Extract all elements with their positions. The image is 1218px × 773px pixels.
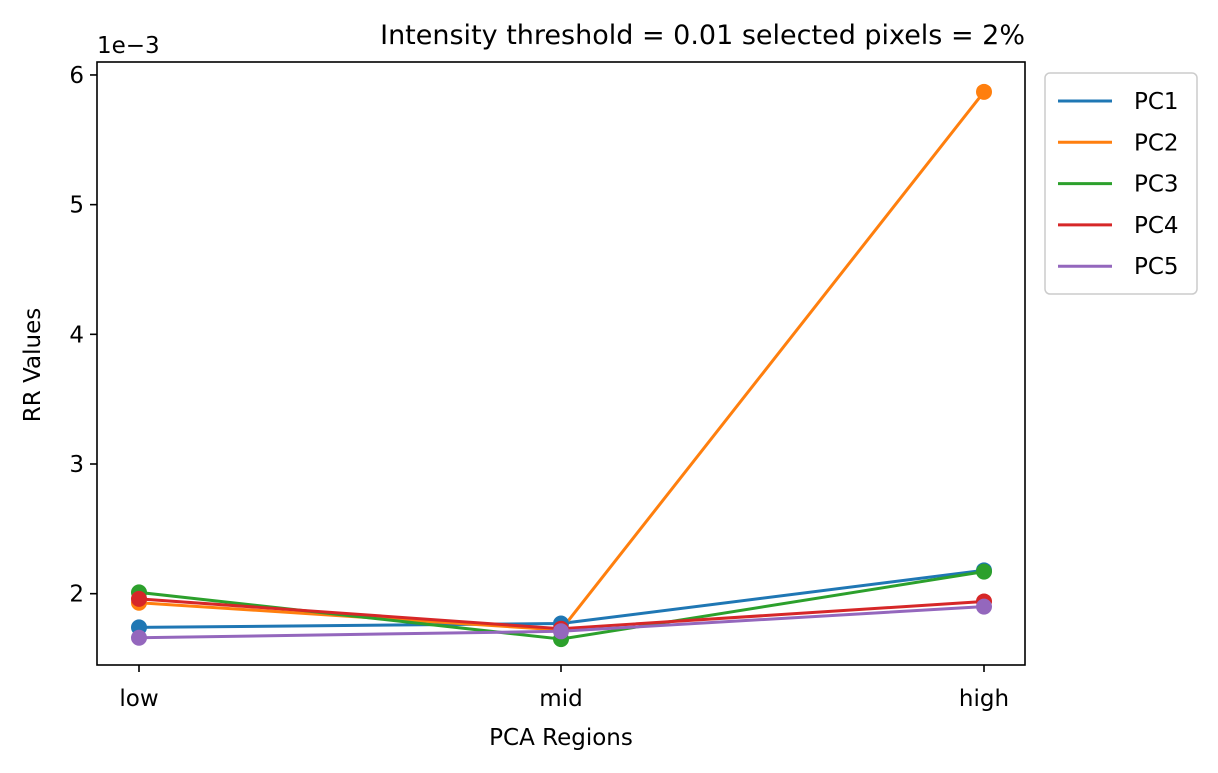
y-tick-label: 3 — [69, 452, 84, 478]
y-axis: 2 3 4 5 6 — [69, 63, 97, 608]
legend-label-pc1: PC1 — [1134, 89, 1179, 115]
data-point-pc3 — [976, 563, 992, 580]
legend: PC1 PC2 PC3 PC4 PC5 — [1044, 72, 1198, 295]
y-tick-label: 2 — [69, 582, 84, 608]
series-points — [131, 83, 992, 648]
legend-label-pc3: PC3 — [1134, 172, 1179, 198]
legend-label-pc2: PC2 — [1134, 130, 1179, 156]
data-point-pc2 — [976, 83, 992, 100]
data-point-pc5 — [553, 623, 569, 640]
legend-items: PC1 PC2 PC3 PC4 PC5 — [1058, 89, 1179, 280]
series-line-pc2 — [137, 89, 987, 632]
plot-area-frame — [96, 61, 1026, 666]
series-lines — [137, 89, 987, 641]
x-tick-label: low — [119, 686, 158, 712]
legend-label-pc4: PC4 — [1134, 213, 1179, 239]
y-tick-label: 5 — [69, 193, 84, 219]
x-tick-label: high — [959, 686, 1009, 712]
data-point-pc4 — [131, 590, 147, 607]
legend-label-pc5: PC5 — [1134, 254, 1179, 280]
data-point-pc5 — [131, 629, 147, 646]
y-tick-label: 4 — [69, 322, 84, 348]
chart-title: Intensity threshold = 0.01 selected pixe… — [380, 20, 1025, 51]
y-axis-label: RR Values — [20, 308, 46, 422]
legend-box — [1044, 72, 1198, 295]
x-axis-label: PCA Regions — [489, 725, 633, 751]
x-axis: low mid high — [119, 665, 1009, 712]
y-axis-offset-label: 1e−3 — [97, 33, 160, 59]
data-point-pc5 — [976, 598, 992, 615]
x-tick-label: mid — [539, 686, 582, 712]
y-tick-label: 6 — [69, 63, 84, 89]
